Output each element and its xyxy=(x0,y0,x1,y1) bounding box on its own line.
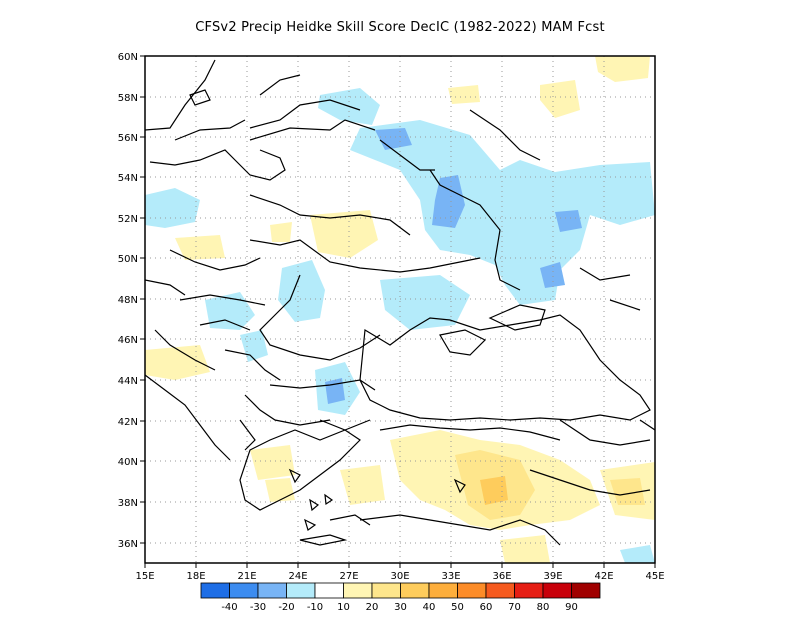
baltic-coast xyxy=(145,59,376,181)
colorbar-swatch xyxy=(314,582,344,599)
colorbar-label: 50 xyxy=(451,602,464,613)
lat-label: 50N xyxy=(118,254,138,265)
coastlines-borders xyxy=(145,59,655,546)
colorbar-swatch xyxy=(229,582,259,599)
positive-skill-region xyxy=(448,85,480,104)
positive-skill-region xyxy=(265,478,295,502)
colorbar-label: 30 xyxy=(394,602,407,613)
positive-skill-region xyxy=(480,476,508,505)
negative-skill-region xyxy=(325,378,345,404)
negative-skill-region xyxy=(350,120,655,305)
lon-label: 24E xyxy=(288,571,307,582)
colorbar-label: 80 xyxy=(537,602,550,613)
lon-label: 45E xyxy=(645,571,664,582)
negative-skill-region xyxy=(620,545,655,563)
country-border xyxy=(145,109,651,496)
caspian-edge xyxy=(639,419,655,431)
lon-label: 27E xyxy=(339,571,358,582)
lat-label: 42N xyxy=(118,417,138,428)
axis-ticks xyxy=(140,55,656,568)
colorbar-label: -10 xyxy=(307,602,323,613)
lat-label: 40N xyxy=(118,457,138,468)
lat-labels: 60N 58N 56N 54N 52N 50N 48N 46N 44N 42N … xyxy=(118,52,138,550)
negative-skill-region xyxy=(540,262,565,288)
lon-label: 33E xyxy=(441,571,460,582)
negative-skill-region xyxy=(278,260,325,322)
colorbar-swatch xyxy=(514,582,544,599)
colorbar-label: -20 xyxy=(278,602,294,613)
colorbar-labels: -40 -30 -20 -10 10 20 30 40 50 60 70 80 90 xyxy=(221,602,578,613)
colorbar-label: 90 xyxy=(565,602,578,613)
positive-skill-region xyxy=(145,345,210,380)
negative-skill-region xyxy=(205,292,255,330)
colorbar-swatch xyxy=(485,582,515,599)
positive-skill-region xyxy=(595,56,650,82)
turkey-south-coast xyxy=(359,514,561,546)
gulf-finland xyxy=(249,74,361,129)
colorbar-label: -40 xyxy=(221,602,237,613)
colorbar-swatch xyxy=(371,582,401,599)
colorbar-swatch xyxy=(571,582,601,599)
negative-skill-region xyxy=(380,275,470,330)
colorbar-swatch xyxy=(200,582,230,599)
colorbar-label: 60 xyxy=(480,602,493,613)
adriatic-coast xyxy=(145,329,231,461)
negative-skill-region xyxy=(432,175,465,228)
graticule xyxy=(145,56,655,563)
lat-label: 60N xyxy=(118,52,138,63)
lat-label: 48N xyxy=(118,295,138,306)
lon-label: 39E xyxy=(543,571,562,582)
lon-labels: 15E 18E 21E 24E 27E 30E 33E 36E 39E 42E … xyxy=(135,571,664,582)
colorbar-label: 10 xyxy=(337,602,350,613)
positive-skill-region xyxy=(250,445,295,480)
colorbar-label: 20 xyxy=(366,602,379,613)
lat-label: 44N xyxy=(118,376,138,387)
islands xyxy=(189,89,466,546)
positive-skill-region xyxy=(340,465,385,505)
lon-label: 21E xyxy=(237,571,256,582)
lat-label: 56N xyxy=(118,133,138,144)
colorbar-swatch xyxy=(542,582,572,599)
positive-skill-region xyxy=(175,235,225,260)
lon-label: 18E xyxy=(186,571,205,582)
colorbar-swatch xyxy=(428,582,458,599)
aegean-coast xyxy=(239,424,561,526)
lat-label: 46N xyxy=(118,335,138,346)
lat-label: 36N xyxy=(118,539,138,550)
colorbar-swatch xyxy=(257,582,287,599)
lat-label: 58N xyxy=(118,93,138,104)
colorbar-label: 40 xyxy=(423,602,436,613)
colorbar-label: 70 xyxy=(508,602,521,613)
lon-label: 30E xyxy=(390,571,409,582)
positive-skill-region xyxy=(270,222,292,242)
lon-label: 36E xyxy=(492,571,511,582)
negative-skill-region xyxy=(555,210,582,232)
black-sea-coast xyxy=(359,314,651,421)
negative-skill-region xyxy=(145,188,200,228)
colorbar xyxy=(200,582,601,599)
lat-label: 54N xyxy=(118,173,138,184)
colorbar-swatch xyxy=(400,582,430,599)
lon-label: 15E xyxy=(135,571,154,582)
colorbar-swatch xyxy=(286,582,316,599)
map-title: CFSv2 Precip Heidke Skill Score DecIC (1… xyxy=(195,20,605,35)
colorbar-label: -30 xyxy=(250,602,266,613)
negative-skill-region xyxy=(375,128,412,150)
sea-of-azov xyxy=(488,304,546,331)
lat-label: 38N xyxy=(118,498,138,509)
lon-label: 42E xyxy=(594,571,613,582)
lat-label: 52N xyxy=(118,214,138,225)
positive-skill-region xyxy=(310,210,378,258)
positive-skill-region xyxy=(610,478,645,505)
positive-skill-region xyxy=(500,535,550,563)
positive-skill-region xyxy=(540,80,580,118)
colorbar-swatch xyxy=(457,582,487,599)
colorbar-swatch xyxy=(343,582,373,599)
crimea xyxy=(439,329,487,356)
